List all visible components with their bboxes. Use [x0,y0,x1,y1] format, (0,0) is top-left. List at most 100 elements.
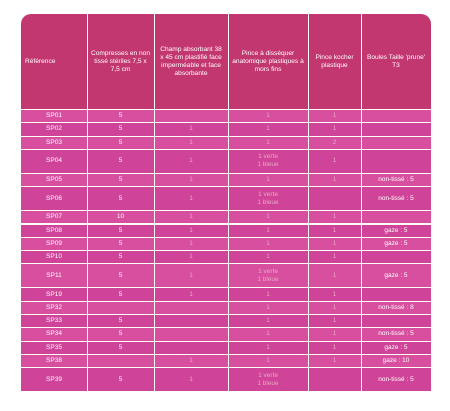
cell-text: 1 [266,343,270,351]
table-cell [154,110,228,122]
cell-text: 1 [332,112,337,120]
row-reference: SP08 [21,225,87,237]
table-cell: 2 [308,137,361,149]
table-cell: 1 [228,355,308,367]
table-row: SP39 5 1 1 verte 1 bleue non-tissé : 5 [21,368,431,392]
cell-text: 1 bleue [257,275,279,283]
cell-text: non-tissé : 5 [378,194,414,202]
table-cell: 1 [154,150,228,173]
cell-text: 1 [332,213,337,221]
table-cell: 1 [154,264,228,287]
cell-text: 1 [332,239,337,247]
cell-text: 5 [118,157,123,165]
cell-text: SP07 [46,213,62,221]
table-cell: non-tissé : 5 [361,328,431,340]
cell-text: SP04 [46,157,62,165]
cell-text: SP33 [46,317,62,325]
row-reference: SP32 [21,302,87,314]
table-cell: 1 [228,342,308,354]
table-cell: 1 [308,328,361,340]
cell-text: SP38 [46,357,62,365]
cell-text: 5 [118,375,123,383]
cell-text: 1 [266,125,270,133]
cell-text: 1 [189,157,193,165]
cell-text: SP02 [46,125,62,133]
cell-text: 1 [189,176,193,184]
product-table: Référence Compresses en non tissé stérile… [21,14,431,403]
cell-text: SP06 [46,194,62,202]
table-row: SP35 5 1 1 gaze : 5 [21,341,431,354]
table-cell [154,328,228,340]
row-reference: SP39 [21,368,87,391]
table-cell: 5 [87,123,154,135]
cell-text: gaze : 5 [384,343,408,351]
table-cell: 1 [308,288,361,300]
table-cell: 5 [87,110,154,122]
table-cell: 5 [87,315,154,327]
cell-text: 1 verte [258,371,278,379]
table-cell: 1 [154,355,228,367]
table-cell: gaze : 5 [361,225,431,237]
table-cell: 1 [308,251,361,263]
cell-text: 1 [189,290,193,298]
cell-text: 1 [189,138,193,146]
cell-text: SP03 [46,138,62,146]
header-label: Pince kocher plastique [315,53,354,69]
cell-text: gaze : 10 [382,357,410,365]
table-cell: 1 [154,238,228,250]
table-cell [87,302,154,314]
cell-text: 1 [332,330,337,338]
table-row: SP07 10 1 1 1 [21,211,431,224]
table-cell: non-tissé : 8 [361,302,431,314]
cell-text: gaze : 5 [384,239,408,247]
table-cell: 1 [228,238,308,250]
cell-text: non-tissé : 8 [378,303,414,311]
header-label: Compresses en non tissé stériles 7,5 x 7… [91,49,151,73]
table-cell: 5 [87,264,154,287]
row-reference: SP05 [21,174,87,186]
table-cell: 1 [308,315,361,327]
row-reference: SP01 [21,110,87,122]
cell-text: 5 [118,138,123,146]
header-cell-0: Référence [21,14,87,109]
table-cell: non-tissé : 5 [361,187,431,210]
table-cell [361,137,431,149]
header-cell-5: Boules Taille 'prune' T3 [361,14,431,109]
table-cell: 1 [308,123,361,135]
table-cell: 1 [154,174,228,186]
table-cell: 1 [228,315,308,327]
table-cell: 5 [87,251,154,263]
table-row: SP05 5 1 1 1 non-tissé : 5 [21,173,431,187]
table-cell: 1 [228,137,308,149]
cell-text: SP32 [46,303,62,311]
table-cell: 5 [87,174,154,186]
table-cell: 1 [228,123,308,135]
table-cell: 1 [154,211,228,223]
table-cell: 1 [308,174,361,186]
cell-text: 1 [332,317,337,325]
table-cell: 1 [228,328,308,340]
cell-text: 1 [189,125,193,133]
cell-text: 1 [332,357,337,365]
row-reference: SP38 [21,355,87,367]
table-cell: 1 [308,342,361,354]
cell-text: 1 [266,226,270,234]
cell-text: 5 [118,226,123,234]
cell-text: non-tissé : 5 [378,375,414,383]
table-cell [154,302,228,314]
cell-text: 1 [266,176,270,184]
cell-text: SP35 [46,343,62,351]
cell-text: 1 [189,357,193,365]
table-cell: 5 [87,137,154,149]
cell-text: 1 [189,213,193,221]
cell-text: SP19 [46,290,62,298]
header-label: Référence [25,57,56,65]
cell-text: 1 [189,239,193,247]
cell-text: 1 [266,138,270,146]
cell-text: 1 [332,271,337,279]
cell-text: 1 [332,253,337,261]
column-divider [86,14,88,403]
table-cell [361,251,431,263]
table-cell [154,315,228,327]
cell-text: 1 [266,303,270,311]
